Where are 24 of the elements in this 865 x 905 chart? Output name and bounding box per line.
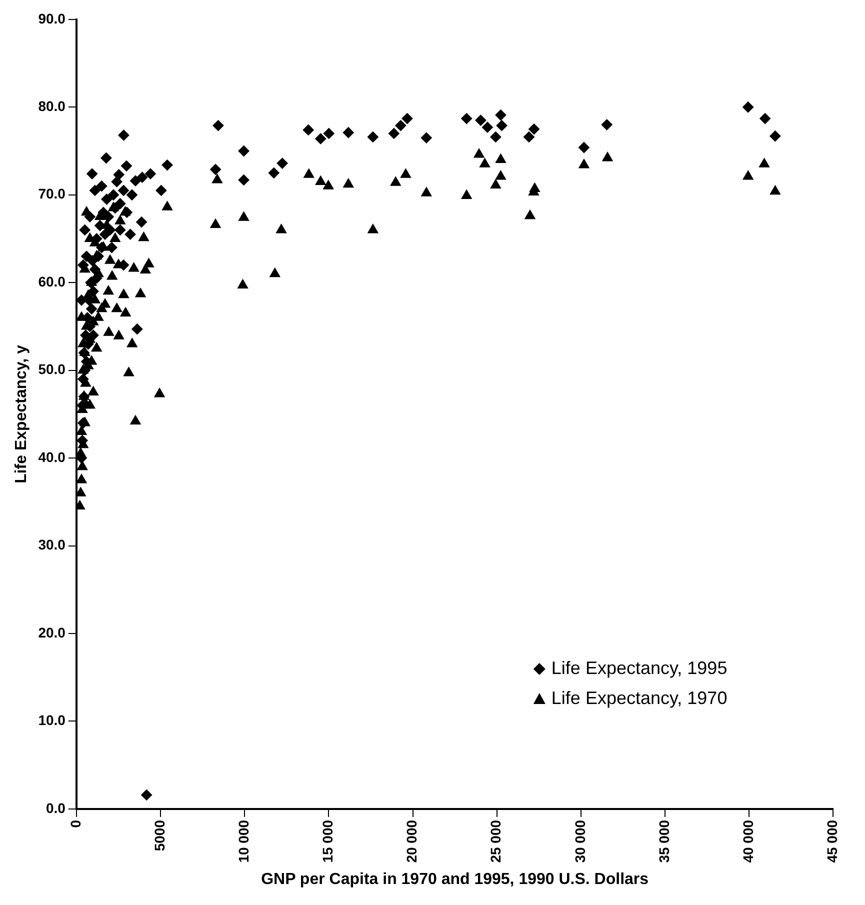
- x-tick-label: 0: [67, 820, 84, 828]
- y-tick-label: 40.0: [38, 448, 66, 465]
- x-tick-label: 20 000: [404, 820, 420, 863]
- x-tick-label: 15 000: [320, 820, 336, 863]
- y-tick-label: 60.0: [38, 273, 66, 290]
- x-tick-label: 35 000: [656, 820, 672, 863]
- y-axis-title: Life Expectancy, y: [13, 344, 30, 484]
- legend-label: Life Expectancy, 1995: [551, 658, 728, 678]
- x-tick-label: 5000: [151, 820, 168, 852]
- y-tick-label: 90.0: [38, 10, 66, 26]
- x-tick-label: 45 000: [824, 820, 840, 863]
- legend-label: Life Expectancy, 1970: [551, 688, 728, 708]
- y-tick-label: 80.0: [38, 98, 66, 114]
- x-axis-title: GNP per Capita in 1970 and 1995, 1990 U.S. Dollars: [261, 870, 649, 888]
- y-tick-label: 30.0: [38, 536, 66, 553]
- y-tick-label: 10.0: [38, 712, 66, 728]
- x-tick-label: 40 000: [740, 820, 756, 863]
- y-tick-label: 50.0: [38, 361, 66, 378]
- x-tick-label: 30 000: [572, 820, 588, 863]
- y-tick-label: 70.0: [38, 186, 66, 202]
- x-tick-label: 10 000: [235, 820, 252, 863]
- y-tick-label: 0.0: [46, 800, 66, 816]
- x-tick-label: 25 000: [488, 820, 504, 863]
- y-tick-label: 20.0: [38, 624, 66, 640]
